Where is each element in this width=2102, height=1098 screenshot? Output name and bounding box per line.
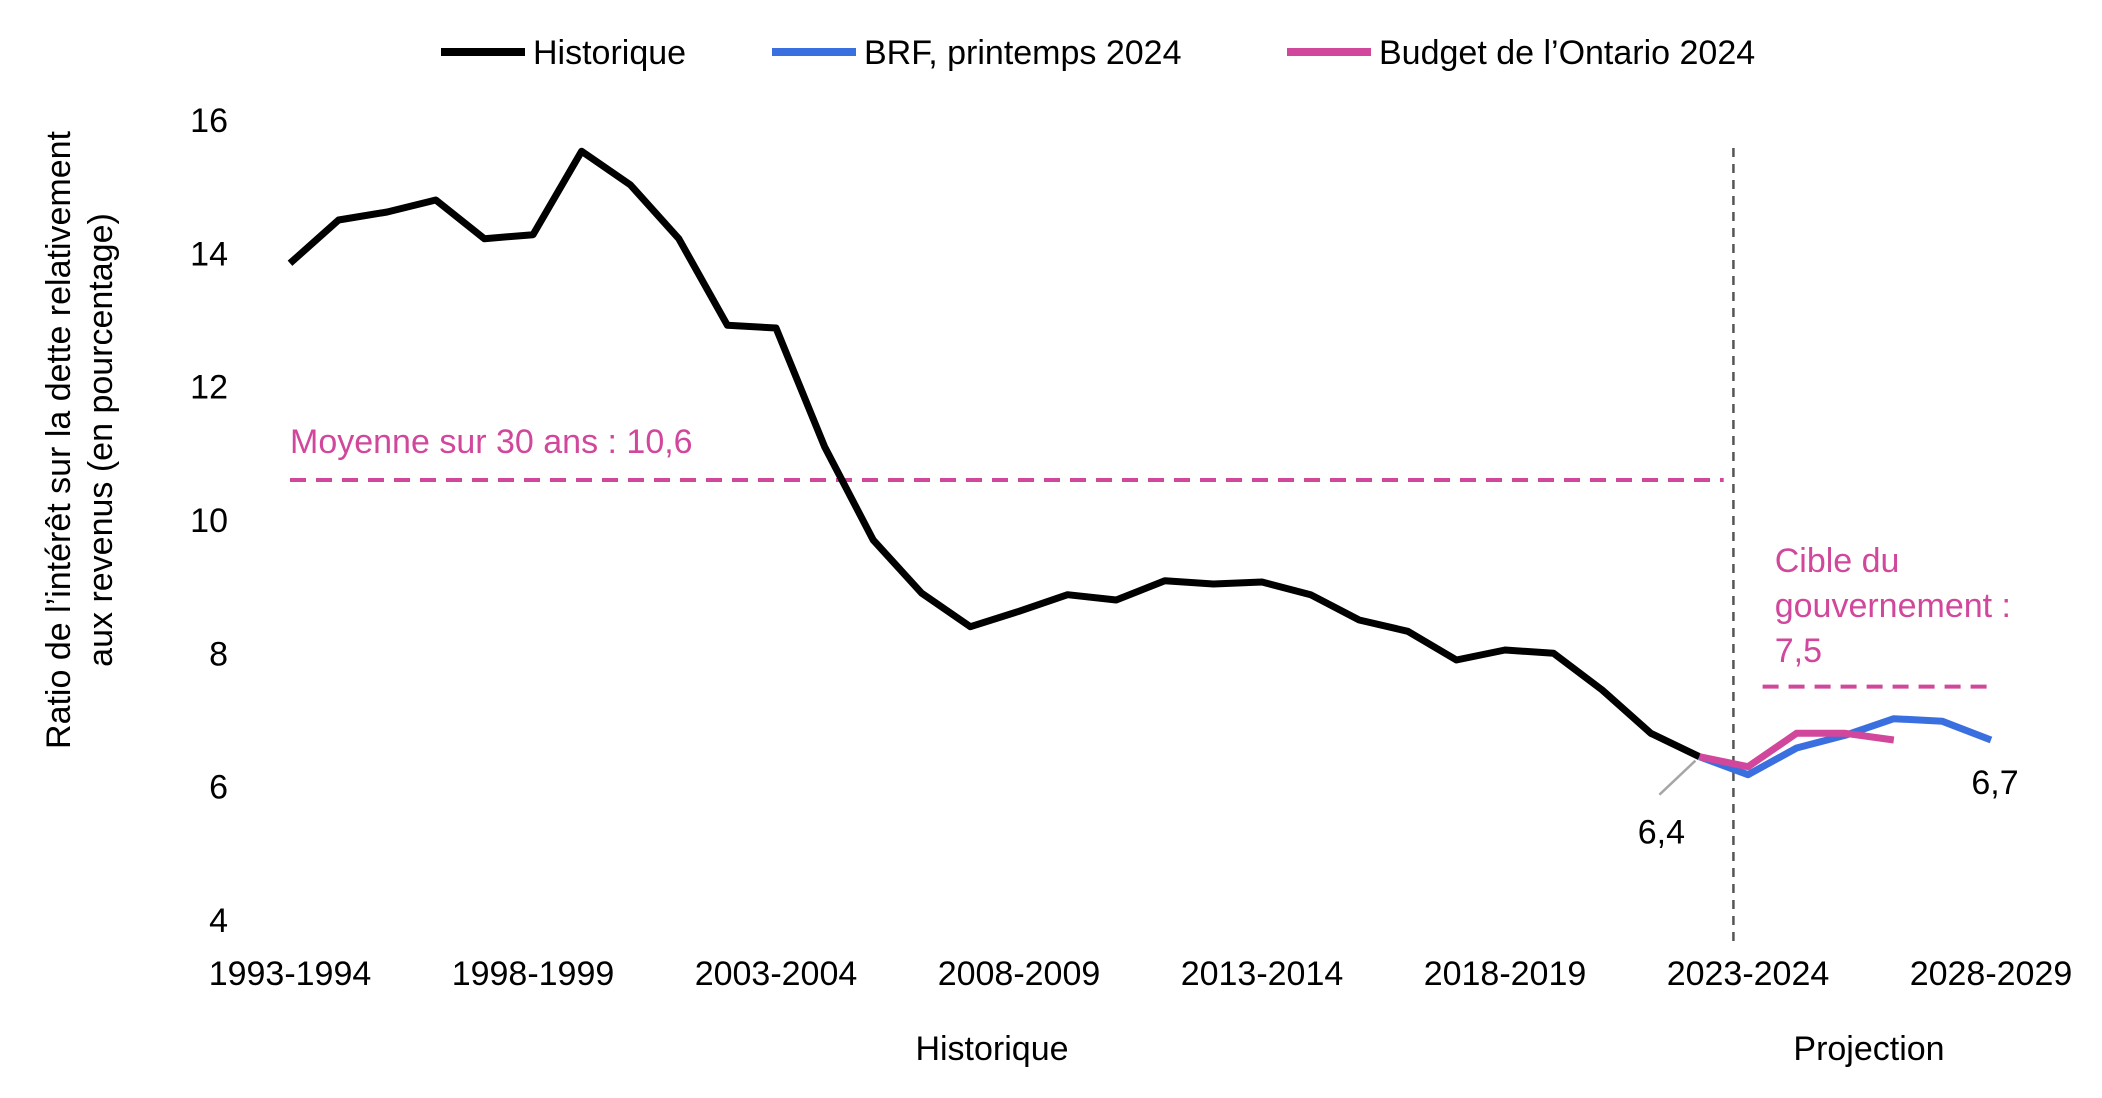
- section-labels: Historique Projection: [915, 1030, 1944, 1068]
- legend: Historique BRF, printemps 2024 Budget de l…: [441, 34, 1755, 72]
- x-tick-label: 1998-1999: [452, 955, 615, 993]
- legend-label: Budget de l’Ontario 2024: [1379, 34, 1755, 72]
- x-tick-label: 2018-2019: [1424, 955, 1587, 993]
- x-tick-label: 2028-2029: [1910, 955, 2073, 993]
- y-tick-label: 10: [190, 502, 228, 540]
- x-tick-label: 2013-2014: [1181, 955, 1344, 993]
- y-axis-label: Ratio de l’intérêt sur la dette relative…: [40, 130, 120, 749]
- target-label-line: gouvernement :: [1775, 587, 2011, 625]
- x-axis: 1993-1994 1998-1999 2003-2004 2008-2009 2013…: [209, 955, 2073, 993]
- legend-label: Historique: [533, 34, 686, 72]
- y-axis-title-line: aux revenus (en pourcentage): [82, 213, 120, 667]
- y-tick-label: 12: [190, 369, 228, 407]
- y-axis: 4 6 8 10 12 14 16: [190, 102, 228, 940]
- value-label-start: 6,4: [1638, 814, 1685, 852]
- x-tick-label: 2003-2004: [695, 955, 858, 993]
- annotation-leader: [1658, 759, 1697, 796]
- y-tick-label: 4: [209, 902, 228, 940]
- series-lines: [287, 147, 1993, 779]
- x-tick-label: 2023-2024: [1667, 955, 1830, 993]
- legend-label: BRF, printemps 2024: [864, 34, 1182, 72]
- x-tick-label: 1993-1994: [209, 955, 372, 993]
- y-tick-label: 16: [190, 102, 228, 140]
- y-tick-label: 6: [209, 769, 228, 807]
- annotations: 6,4 6,7: [1638, 759, 2019, 852]
- value-label-end: 6,7: [1971, 764, 2018, 802]
- x-tick-label: 2008-2009: [938, 955, 1101, 993]
- section-label-historical: Historique: [915, 1030, 1068, 1068]
- reference-lines: Moyenne sur 30 ans : 10,6 Cible du gouvern…: [290, 423, 2011, 689]
- average-label: Moyenne sur 30 ans : 10,6: [290, 423, 693, 461]
- y-tick-label: 8: [209, 635, 228, 673]
- target-label-line: 7,5: [1775, 632, 1822, 670]
- section-label-projection: Projection: [1793, 1030, 1944, 1068]
- series-line-1: [287, 147, 1701, 760]
- y-axis-title-line: Ratio de l’intérêt sur la dette relative…: [40, 130, 78, 749]
- target-label-line: Cible du: [1775, 542, 1900, 580]
- y-axis-title: Ratio de l’intérêt sur la dette relative…: [40, 130, 120, 749]
- y-tick-label: 14: [190, 235, 228, 273]
